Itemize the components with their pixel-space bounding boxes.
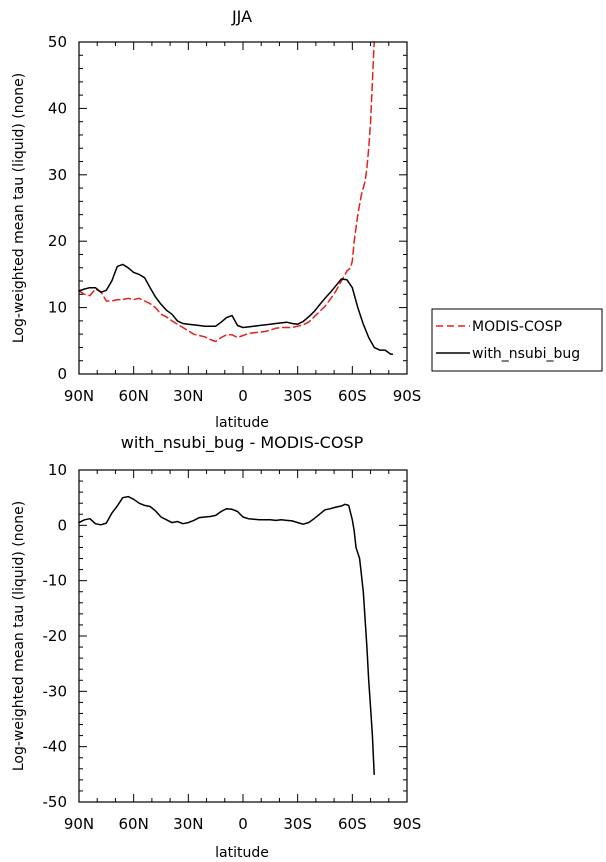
panel-top-jja: JJA Log-weighted mean tau (liquid) (none… <box>11 7 603 431</box>
plot-frame-top <box>78 41 408 375</box>
y-tick-label-bottom: -50 <box>43 793 68 811</box>
x-tick-label-top: 0 <box>238 387 248 405</box>
x-tick-label-bottom: 30N <box>173 815 203 833</box>
y-tick-label-bottom: 10 <box>48 461 67 479</box>
series-group-bottom <box>78 495 375 776</box>
y-tick-label-bottom: -20 <box>43 627 68 645</box>
legend-label-with-nsubi-bug: with_nsubi_bug <box>472 346 580 362</box>
x-tick-label-top: 60N <box>119 387 149 405</box>
y-tick-label-bottom: -30 <box>43 682 68 700</box>
y-tick-label-top: 10 <box>48 299 67 317</box>
y-tick-label-top: 20 <box>48 232 67 250</box>
plot-title-bottom: with_nsubi_bug - MODIS-COSP <box>121 433 364 453</box>
x-tick-label-bottom: 60N <box>119 815 149 833</box>
x-tick-label-bottom: 30S <box>283 815 312 833</box>
panel-bottom-difference: with_nsubi_bug - MODIS-COSP Log-weighted… <box>11 433 421 861</box>
x-tick-label-top: 90S <box>393 387 422 405</box>
x-axis-title-top: latitude <box>215 415 269 431</box>
plot-frame-bottom <box>78 469 408 803</box>
x-tick-label-bottom: 90S <box>393 815 422 833</box>
x-tick-label-top: 90N <box>64 387 94 405</box>
y-tick-label-bottom: -10 <box>43 572 68 590</box>
x-tick-label-top: 30S <box>283 387 312 405</box>
axes-bottom: -50 -40 -30 -20 -10 0 10 90N 60N 30N 0 30S 60S 90S <box>43 461 422 833</box>
legend-label-modis-cosp: MODIS-COSP <box>472 319 562 335</box>
x-tick-label-top: 60S <box>338 387 367 405</box>
y-tick-label-top: 50 <box>48 33 67 51</box>
y-tick-label-bottom: 0 <box>57 516 67 534</box>
y-tick-label-top: 30 <box>48 166 67 184</box>
y-axis-title-top: Log-weighted mean tau (liquid) (none) <box>11 73 27 343</box>
y-tick-label-top: 0 <box>57 365 67 383</box>
series-line-bottom-0 <box>78 495 375 776</box>
x-tick-label-top: 30N <box>173 387 203 405</box>
legend-box <box>431 308 603 372</box>
axes-top: 0 10 20 30 40 50 90N 60N 30N 0 30S 60S 90S <box>48 33 421 405</box>
x-axis-title-bottom: latitude <box>215 845 269 861</box>
series-line-top-1 <box>78 263 394 355</box>
x-tick-label-bottom: 60S <box>338 815 367 833</box>
y-axis-title-bottom: Log-weighted mean tau (liquid) (none) <box>11 501 27 771</box>
series-line-top-0 <box>78 41 375 343</box>
plot-title-top: JJA <box>231 7 252 26</box>
legend: MODIS-COSP with_nsubi_bug <box>431 308 603 372</box>
x-tick-label-bottom: 90N <box>64 815 94 833</box>
series-group-top <box>78 41 394 355</box>
y-tick-label-top: 40 <box>48 99 67 117</box>
y-tick-label-bottom: -40 <box>43 738 68 756</box>
x-tick-label-bottom: 0 <box>238 815 248 833</box>
